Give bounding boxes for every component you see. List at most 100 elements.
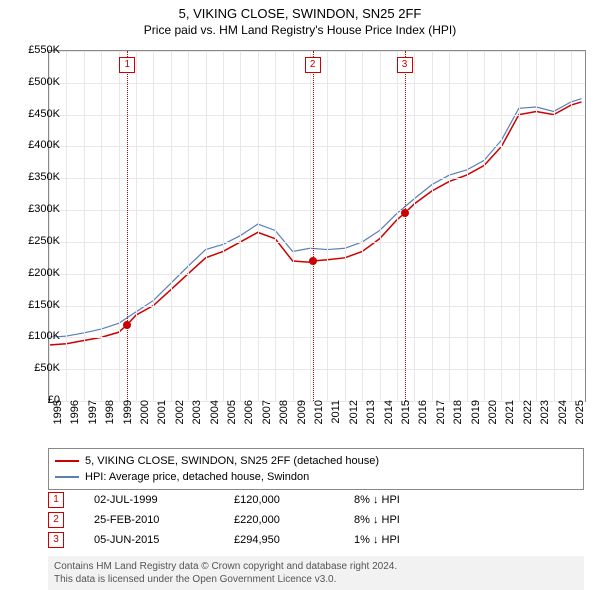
- gridline-h: [49, 306, 585, 307]
- gridline-v: [206, 51, 207, 401]
- data-point-marker: [309, 257, 317, 265]
- y-axis-label: £50K: [10, 362, 60, 374]
- transaction-vline: [405, 51, 406, 401]
- transaction-vline: [313, 51, 314, 401]
- chart-container: 5, VIKING CLOSE, SWINDON, SN25 2FF Price…: [0, 0, 600, 590]
- gridline-v: [240, 51, 241, 401]
- gridline-v: [362, 51, 363, 401]
- transaction-vline: [127, 51, 128, 401]
- gridline-v: [101, 51, 102, 401]
- y-axis-label: £450K: [10, 108, 60, 120]
- x-axis-label: 2015: [400, 400, 412, 440]
- x-axis-label: 1995: [52, 400, 64, 440]
- x-axis-label: 2004: [209, 400, 221, 440]
- gridline-v: [414, 51, 415, 401]
- x-axis-label: 2000: [139, 400, 151, 440]
- gridline-h: [49, 146, 585, 147]
- table-row: 1 02-JUL-1999 £120,000 8% ↓ HPI: [48, 490, 584, 510]
- gridline-v: [171, 51, 172, 401]
- gridline-v: [484, 51, 485, 401]
- transaction-marker-box: 3: [48, 532, 64, 548]
- x-axis-label: 2014: [383, 400, 395, 440]
- x-axis-label: 1996: [69, 400, 81, 440]
- gridline-v: [188, 51, 189, 401]
- gridline-h: [49, 369, 585, 370]
- attribution: Contains HM Land Registry data © Crown c…: [48, 556, 584, 590]
- x-axis-label: 2012: [348, 400, 360, 440]
- x-axis-label: 2003: [191, 400, 203, 440]
- gridline-h: [49, 178, 585, 179]
- gridline-h: [49, 242, 585, 243]
- gridline-v: [258, 51, 259, 401]
- gridline-v: [136, 51, 137, 401]
- x-axis-label: 2008: [278, 400, 290, 440]
- gridline-v: [223, 51, 224, 401]
- gridline-v: [84, 51, 85, 401]
- gridline-v: [519, 51, 520, 401]
- legend-item: 5, VIKING CLOSE, SWINDON, SN25 2FF (deta…: [55, 453, 577, 469]
- plot-area: 123: [48, 50, 586, 402]
- gridline-v: [49, 51, 50, 401]
- gridline-v: [449, 51, 450, 401]
- gridline-v: [153, 51, 154, 401]
- transaction-hpi: 8% ↓ HPI: [354, 514, 474, 526]
- transaction-marker-box: 1: [48, 492, 64, 508]
- x-axis-label: 2022: [522, 400, 534, 440]
- gridline-h: [49, 337, 585, 338]
- x-axis-label: 2002: [174, 400, 186, 440]
- x-axis-label: 2020: [487, 400, 499, 440]
- gridline-h: [49, 274, 585, 275]
- gridline-v: [310, 51, 311, 401]
- transaction-hpi: 1% ↓ HPI: [354, 534, 474, 546]
- legend-label: 5, VIKING CLOSE, SWINDON, SN25 2FF (deta…: [85, 453, 379, 469]
- gridline-v: [345, 51, 346, 401]
- legend-label: HPI: Average price, detached house, Swin…: [85, 469, 309, 485]
- y-axis-label: £200K: [10, 267, 60, 279]
- transaction-vline-label: 2: [305, 57, 321, 73]
- y-axis-label: £300K: [10, 203, 60, 215]
- gridline-v: [327, 51, 328, 401]
- gridline-v: [467, 51, 468, 401]
- x-axis-label: 2010: [313, 400, 325, 440]
- x-axis-label: 2011: [330, 400, 342, 440]
- x-axis-label: 2009: [296, 400, 308, 440]
- data-point-marker: [401, 209, 409, 217]
- gridline-v: [293, 51, 294, 401]
- gridline-v: [536, 51, 537, 401]
- legend-swatch: [55, 460, 79, 462]
- transaction-date: 25-FEB-2010: [94, 514, 234, 526]
- x-axis-label: 2006: [243, 400, 255, 440]
- gridline-h: [49, 115, 585, 116]
- data-point-marker: [123, 321, 131, 329]
- chart-title: 5, VIKING CLOSE, SWINDON, SN25 2FF: [0, 0, 600, 21]
- y-axis-label: £400K: [10, 139, 60, 151]
- gridline-h: [49, 210, 585, 211]
- attribution-line: Contains HM Land Registry data © Crown c…: [54, 560, 578, 573]
- x-axis-label: 1999: [122, 400, 134, 440]
- gridline-v: [380, 51, 381, 401]
- table-row: 2 25-FEB-2010 £220,000 8% ↓ HPI: [48, 510, 584, 530]
- chart-subtitle: Price paid vs. HM Land Registry's House …: [0, 21, 600, 41]
- x-axis-label: 2016: [417, 400, 429, 440]
- gridline-v: [275, 51, 276, 401]
- transaction-price: £294,950: [234, 534, 354, 546]
- gridline-v: [571, 51, 572, 401]
- attribution-line: This data is licensed under the Open Gov…: [54, 573, 578, 586]
- y-axis-label: £150K: [10, 299, 60, 311]
- transaction-hpi: 8% ↓ HPI: [354, 494, 474, 506]
- x-axis-label: 1997: [87, 400, 99, 440]
- x-axis-label: 2005: [226, 400, 238, 440]
- x-axis-label: 1998: [104, 400, 116, 440]
- gridline-v: [432, 51, 433, 401]
- x-axis-label: 2007: [261, 400, 273, 440]
- gridline-v: [554, 51, 555, 401]
- y-axis-label: £100K: [10, 330, 60, 342]
- line-layer: [49, 51, 585, 401]
- gridline-h: [49, 83, 585, 84]
- gridline-v: [501, 51, 502, 401]
- table-row: 3 05-JUN-2015 £294,950 1% ↓ HPI: [48, 530, 584, 550]
- transaction-price: £120,000: [234, 494, 354, 506]
- gridline-h: [49, 51, 585, 52]
- x-axis-label: 2013: [365, 400, 377, 440]
- x-axis-label: 2021: [504, 400, 516, 440]
